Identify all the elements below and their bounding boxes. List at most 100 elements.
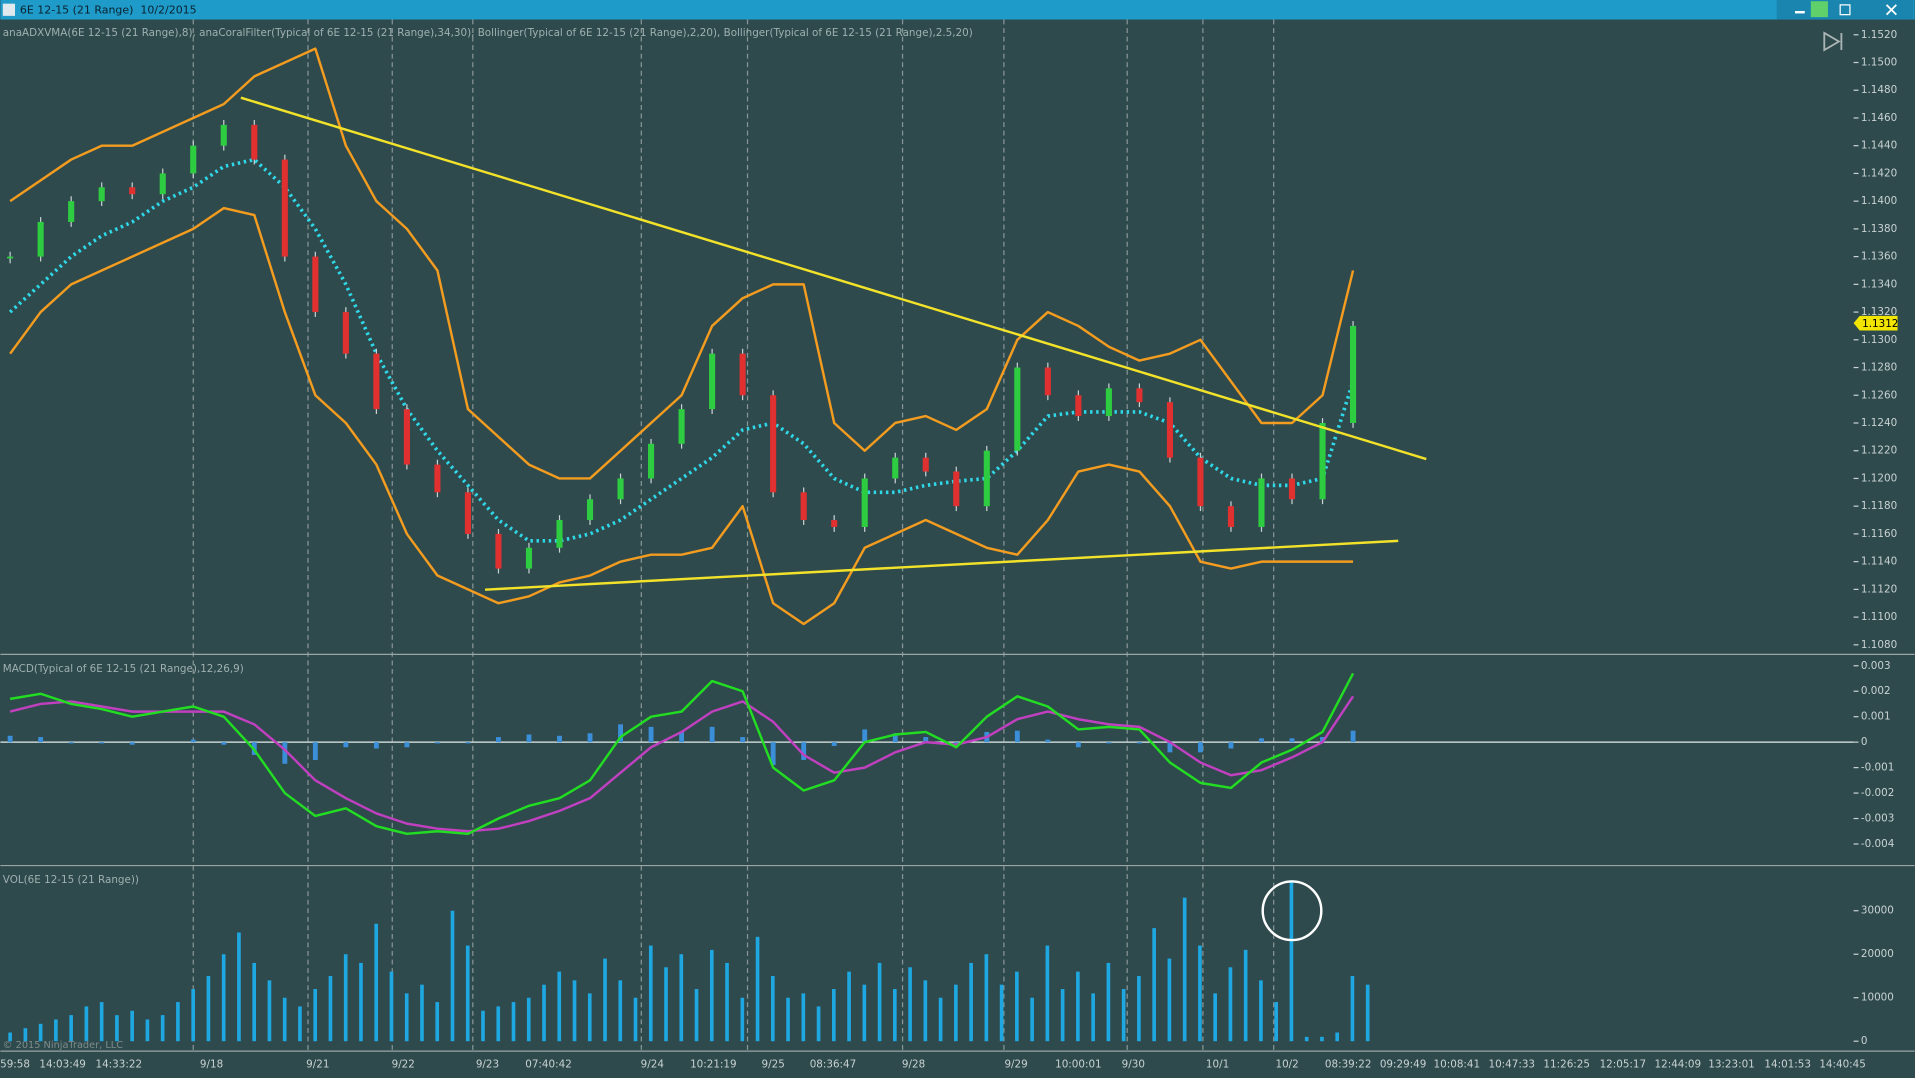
histogram-bar: [1289, 738, 1295, 743]
volume-bar: [176, 1002, 180, 1042]
volume-bar: [1335, 1032, 1340, 1042]
y-tick-label: 10000: [1861, 992, 1894, 1004]
candle: [586, 499, 594, 521]
volume-bar: [267, 980, 272, 1042]
volume-bar: [801, 993, 806, 1042]
volume-bar: [54, 1019, 58, 1042]
histogram-bar: [68, 742, 74, 744]
volume-bar: [648, 945, 653, 1042]
y-tick-label: 1.1180: [1861, 500, 1897, 512]
volume-bar: [496, 1006, 501, 1042]
x-tick-label: 07:40:42: [525, 1059, 572, 1071]
y-tick-label: -0.004: [1861, 838, 1895, 850]
volume-bar: [1304, 1036, 1309, 1042]
volume-bar: [786, 997, 790, 1042]
x-tick-label: 14:33:22: [96, 1059, 143, 1071]
y-tick-label: 20000: [1861, 948, 1894, 960]
scroll-to-end-icon[interactable]: [1823, 31, 1843, 52]
y-tick-label: 1.1140: [1861, 556, 1897, 568]
window-buttons[interactable]: [1776, 0, 1914, 20]
y-tick-label: 1.1280: [1861, 362, 1897, 374]
histogram-bar: [892, 733, 898, 743]
volume-bar: [511, 1002, 516, 1042]
candle: [98, 187, 105, 202]
histogram-bar: [1167, 742, 1173, 753]
restore-button[interactable]: [1839, 4, 1851, 16]
histogram-bar: [618, 724, 623, 743]
volume-bar: [38, 1023, 43, 1042]
volume-bar: [343, 954, 348, 1042]
candle: [129, 187, 136, 195]
x-tick-label: 12:05:17: [1600, 1059, 1647, 1071]
band-line: [9, 695, 1355, 833]
candle: [1044, 367, 1051, 396]
candle: [1014, 367, 1021, 451]
candle: [1288, 478, 1296, 500]
histogram-bar: [434, 742, 440, 744]
band-line: [9, 47, 1355, 480]
last-price-label: 1.1312: [1862, 318, 1898, 330]
x-tick-label: 9/22: [392, 1059, 415, 1071]
x-tick-label: 10:21:19: [690, 1059, 737, 1071]
volume-bar: [1289, 880, 1294, 1042]
candle: [922, 457, 929, 472]
histogram-bar: [557, 735, 562, 743]
histogram-bar: [404, 742, 410, 748]
candle: [1197, 457, 1204, 507]
volume-bar: [328, 975, 333, 1042]
x-tick-label: 9/30: [1122, 1059, 1145, 1071]
volume-bar: [679, 954, 684, 1042]
histogram-bar: [801, 742, 807, 760]
volume-bar: [221, 954, 226, 1042]
x-tick-label: 9/29: [1004, 1059, 1027, 1071]
y-tick-label: 1.1520: [1861, 29, 1897, 41]
histogram-bar: [1075, 742, 1081, 748]
volume-bar: [465, 945, 470, 1042]
volume-bar: [587, 993, 592, 1042]
histogram-bar: [282, 742, 288, 764]
histogram-bar: [7, 735, 13, 743]
volume-bar: [1274, 1002, 1279, 1042]
candle: [861, 478, 868, 527]
candle: [617, 478, 624, 500]
x-tick-label: 12:44:09: [1655, 1059, 1702, 1071]
y-tick-label: 0.003: [1861, 660, 1891, 672]
candle: [7, 256, 14, 259]
volume-bar: [69, 1015, 73, 1042]
volume-bar: [954, 984, 958, 1042]
candle: [648, 443, 655, 479]
volume-bar: [633, 997, 638, 1042]
candle: [678, 409, 685, 444]
x-tick-label: 10/2: [1275, 1059, 1298, 1071]
volume-bar: [1076, 971, 1080, 1042]
histogram-bar: [129, 742, 135, 745]
candle: [495, 533, 502, 569]
volume-bar: [603, 958, 607, 1042]
histogram-bar: [740, 737, 746, 743]
candle: [1166, 402, 1173, 458]
band-line: [9, 206, 1354, 626]
candle: [1349, 325, 1357, 423]
candle: [953, 471, 960, 507]
volume-bar: [816, 1006, 821, 1042]
x-tick-label: 10/1: [1206, 1059, 1229, 1071]
close-button[interactable]: [1885, 4, 1897, 16]
x-tick-label: 10:47:33: [1488, 1059, 1535, 1071]
volume-bar: [298, 1006, 302, 1042]
candle: [1075, 395, 1082, 417]
candle: [892, 457, 899, 479]
link-button[interactable]: [1810, 1, 1828, 18]
candle: [800, 492, 807, 521]
y-tick-label: 30000: [1861, 905, 1894, 917]
volume-bar: [831, 989, 836, 1042]
x-tick-label: 11:26:25: [1543, 1059, 1590, 1071]
volume-bar: [237, 932, 241, 1042]
volume-bar: [893, 989, 897, 1042]
histogram-bar: [1106, 742, 1112, 744]
volume-bar: [984, 954, 989, 1042]
candle: [373, 353, 380, 410]
minimize-button[interactable]: [1794, 10, 1805, 14]
volume-bar: [1365, 984, 1370, 1042]
copyright: © 2015 NinjaTrader, LLC: [3, 1040, 123, 1051]
y-tick-label: 0: [1861, 736, 1868, 748]
